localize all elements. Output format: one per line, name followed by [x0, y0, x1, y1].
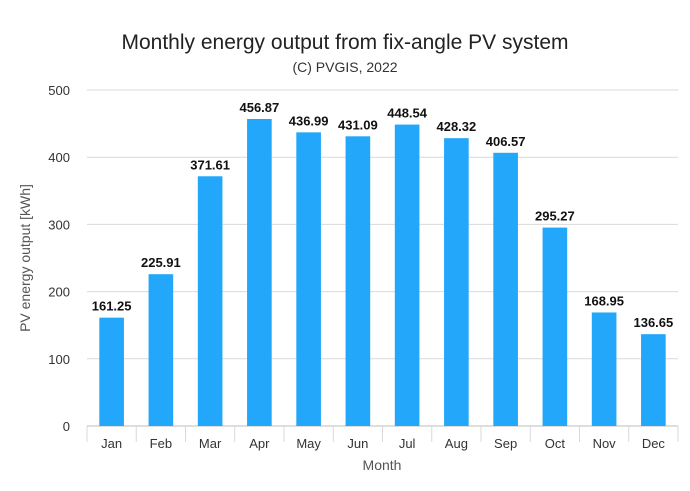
bar-oct: [542, 227, 568, 426]
y-axis-ticks: 0 100 200 300 400 500: [48, 83, 70, 434]
x-tick-label: Jan: [101, 436, 122, 451]
data-label: 448.54: [387, 106, 428, 121]
x-tick-label: May: [296, 436, 321, 451]
bar-dec: [641, 334, 666, 426]
bar-jun: [345, 136, 371, 426]
bar-nov: [591, 312, 617, 426]
bar-jan: [99, 317, 124, 426]
data-label: 371.61: [190, 157, 230, 172]
y-tick-label: 500: [48, 83, 70, 98]
data-label: 168.95: [584, 293, 624, 308]
data-label: 136.65: [633, 315, 673, 330]
data-label: 436.99: [289, 113, 329, 128]
x-tick-label: Sep: [494, 436, 517, 451]
x-tick-label: Aug: [445, 436, 468, 451]
bar-may: [296, 132, 321, 426]
data-label: 431.09: [338, 117, 378, 132]
x-tick-label: Mar: [199, 436, 222, 451]
x-tick-label: Jun: [347, 436, 368, 451]
y-tick-label: 300: [48, 217, 70, 232]
y-tick-label: 100: [48, 352, 70, 367]
y-tick-label: 0: [63, 419, 70, 434]
bar-apr: [247, 118, 272, 426]
data-label: 456.87: [239, 100, 279, 115]
x-axis-ticks: Jan Feb Mar Apr May Jun Jul Aug Sep Oct Nov Dec: [86, 426, 679, 451]
bar-feb: [148, 274, 174, 426]
bar-mar: [197, 176, 223, 426]
y-tick-label: 200: [48, 285, 70, 300]
data-label: 428.32: [436, 119, 476, 134]
bar-aug: [444, 138, 469, 427]
bar-sep: [493, 152, 518, 426]
y-axis-label: PV energy output [kWh]: [17, 184, 33, 332]
bars: [99, 118, 666, 427]
x-tick-label: Nov: [593, 436, 617, 451]
x-tick-label: Jul: [399, 436, 416, 451]
x-tick-label: Oct: [545, 436, 566, 451]
bar-jul: [394, 124, 420, 427]
data-labels: 161.25 225.91 371.61 456.87 436.99 431.09 448.…: [92, 100, 674, 330]
x-tick-label: Feb: [150, 436, 172, 451]
y-tick-label: 400: [48, 150, 70, 165]
chart-title: Monthly energy output from fix-angle PV …: [121, 31, 568, 54]
data-label: 161.25: [92, 299, 132, 314]
x-axis-label: Month: [363, 457, 402, 473]
chart-subtitle: (C) PVGIS, 2022: [292, 59, 397, 75]
data-label: 295.27: [535, 209, 575, 224]
x-tick-label: Dec: [642, 436, 666, 451]
x-tick-label: Apr: [249, 436, 270, 451]
data-label: 225.91: [141, 255, 181, 270]
data-label: 406.57: [486, 134, 526, 149]
